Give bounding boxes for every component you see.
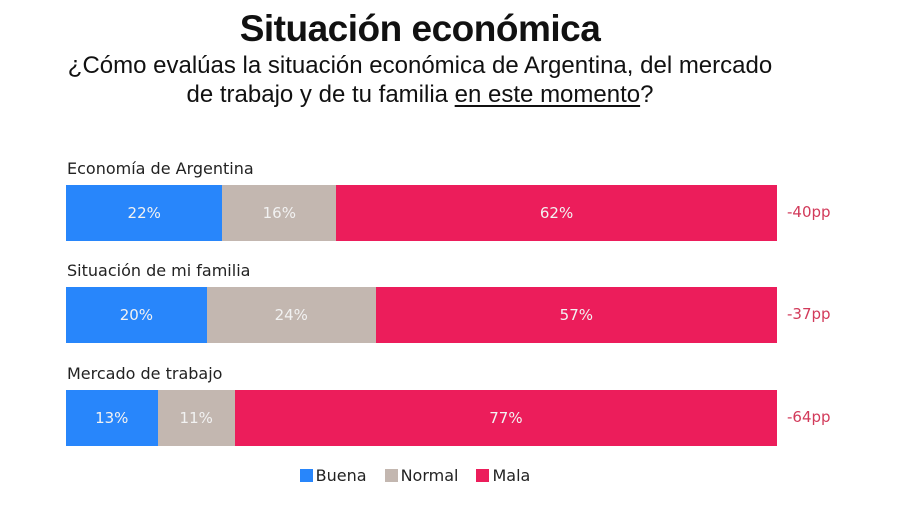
chart-subtitle: ¿Cómo evalúas la situación económica de … [60,51,780,109]
data-label: 62% [539,204,574,222]
legend-label: Normal [400,466,459,485]
net-balance-annotation: -64pp [787,408,831,426]
data-label: 11% [179,409,213,427]
chart-title: Situación económica [239,8,601,49]
bar-row: 22% 16% 62% [66,185,777,241]
bar-row: 20% 24% 57% [66,287,777,343]
bar-segment-mala: 62% [336,185,777,241]
data-label: 57% [559,306,594,324]
legend-item-normal: Normal [384,466,459,485]
legend-item-buena: Buena [299,466,367,485]
bar-segment-normal: 24% [206,287,376,343]
category-label: Situación de mi familia [67,261,251,280]
net-balance-annotation: -40pp [787,203,831,221]
category-label: Mercado de trabajo [67,364,223,383]
legend-swatch [476,469,490,482]
bar-row: 13% 11% 77% [66,390,777,446]
bar-segment-mala: 77% [234,390,777,446]
subtitle-text: ¿Cómo evalúas la situación económica de … [67,52,773,108]
subtitle-end: ? [640,81,654,108]
legend-swatch [299,469,313,482]
bar-segment-buena: 22% [66,185,223,241]
legend-swatch [384,469,398,482]
data-label: 22% [127,204,161,222]
bar-segment-buena: 13% [66,390,158,446]
data-label: 24% [274,306,308,324]
bar-segment-normal: 16% [222,185,337,241]
category-label: Economía de Argentina [67,159,254,178]
bar-segment-normal: 11% [157,390,235,446]
legend-label: Buena [315,466,367,485]
bar-segment-mala: 57% [375,287,777,343]
data-label: 16% [262,204,296,222]
legend: Buena Normal Mala [0,466,910,485]
subtitle-underlined: en este momento [454,81,641,108]
legend-label: Mala [492,466,531,485]
data-label: 13% [95,409,129,427]
legend-item-mala: Mala [476,466,530,485]
bar-segment-buena: 20% [66,287,207,343]
data-label: 20% [119,306,154,324]
data-label: 77% [489,409,523,427]
net-balance-annotation: -37pp [787,305,831,323]
